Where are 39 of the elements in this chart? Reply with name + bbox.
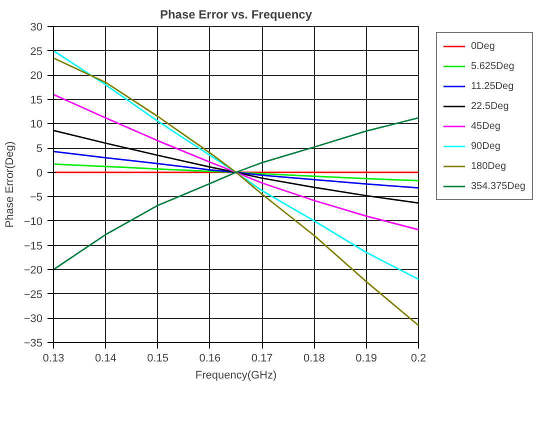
line-series [54,50,418,280]
line-series [54,57,418,326]
legend-label: 0Deg [471,40,495,52]
y-tick-label: −30 [24,313,43,326]
legend-label: 22.5Deg [471,100,509,112]
y-tick-label: −5 [30,192,43,204]
y-tick-label: −35 [24,338,43,350]
x-tick-label: 0.19 [356,352,378,364]
y-tick-label: 20 [30,70,43,82]
y-tick-label: 5 [36,143,43,156]
legend-label: 354.375Deg [471,180,526,192]
y-tick-label: 15 [30,94,43,106]
x-tick-label: 0.17 [251,352,273,364]
x-tick-label: 0.2 [410,352,426,364]
legend-label: 90Deg [471,140,500,152]
x-axis-title: Frequency(GHz) [195,370,277,382]
y-tick-label: 0 [36,167,43,180]
x-tick-label: 0.13 [42,352,64,364]
y-tick-label: −10 [24,216,43,228]
y-tick-label: 30 [30,22,43,34]
x-tick-label: 0.15 [147,352,169,364]
legend-label: 5.625Deg [471,60,514,72]
chart-title: Phase Error vs. Frequency [160,8,312,22]
y-axis-title: Phase Error(Deg) [4,141,16,228]
legend-label: 11.25Deg [471,80,514,92]
line-series [54,163,418,182]
legend-label: 180Deg [471,160,506,172]
line-series [54,117,418,270]
y-tick-label: −15 [24,240,43,252]
y-tick-label: 10 [30,118,43,131]
y-tick-label: 25 [30,46,43,58]
line-series [54,150,418,189]
line-series [54,94,418,230]
y-tick-label: −20 [24,264,43,277]
x-tick-label: 0.16 [199,352,221,364]
legend-label: 45Deg [471,120,500,132]
x-tick-label: 0.14 [94,352,116,364]
x-tick-label: 0.18 [304,352,325,364]
y-tick-label: −25 [24,288,43,301]
